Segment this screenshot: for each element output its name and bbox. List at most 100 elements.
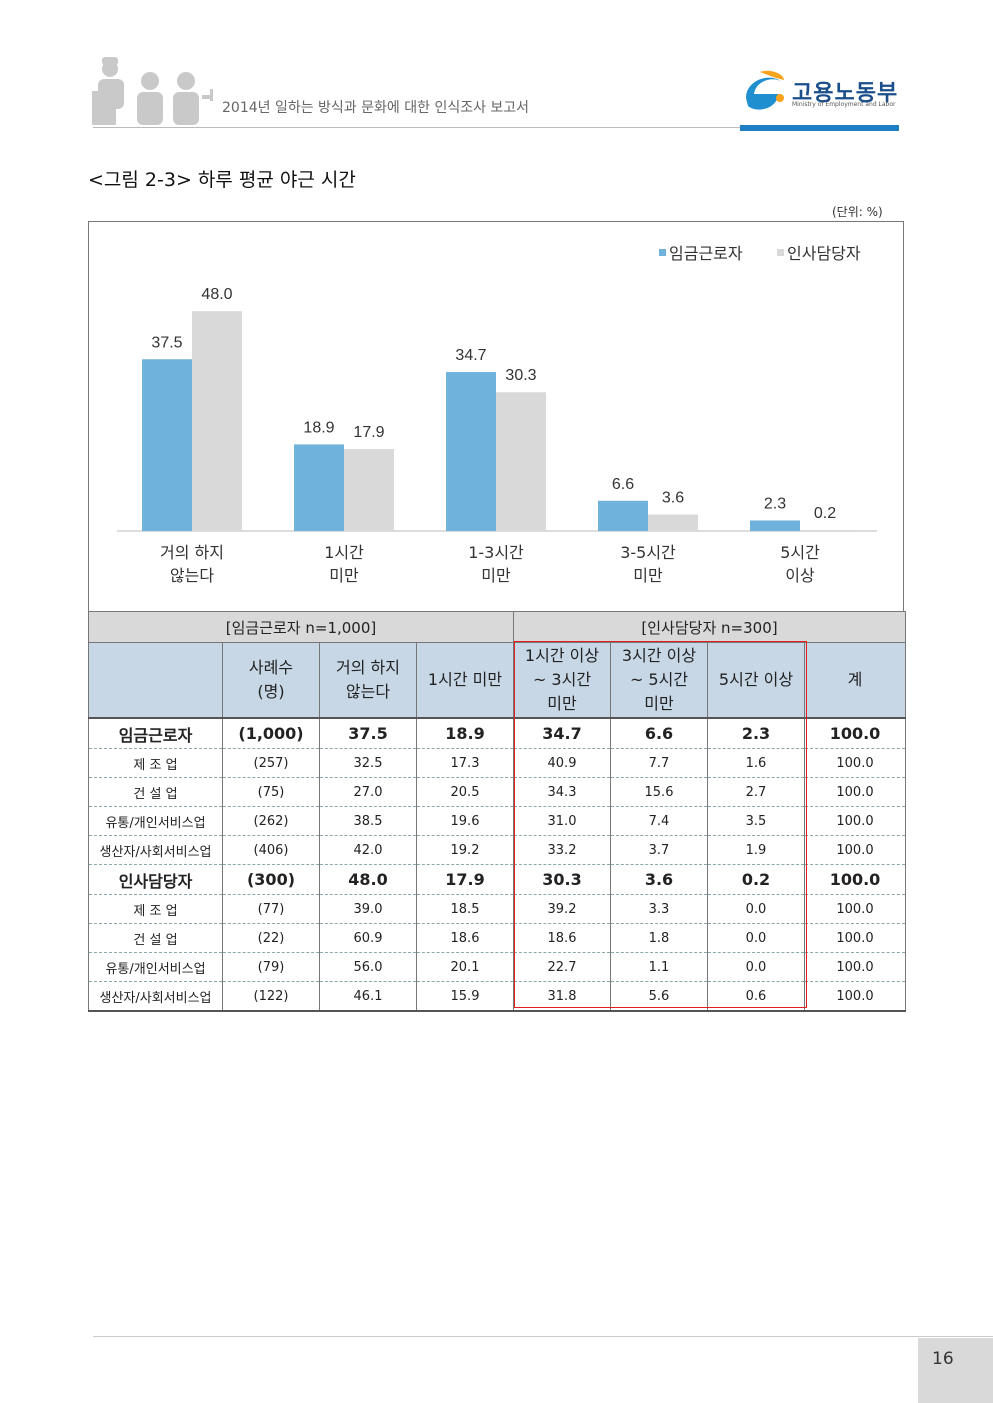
category-label: 1시간 bbox=[324, 543, 364, 562]
bar-value-label: 34.7 bbox=[455, 347, 486, 364]
table-cell: 19.6 bbox=[416, 806, 514, 836]
bar bbox=[294, 444, 344, 531]
chart-frame: 37.5 48.0 거의 하지 않는다 18.9 17.9 1시간 미만 34.7 30.3 1-3… bbox=[88, 221, 904, 613]
table-cell: 48.0 bbox=[319, 864, 417, 895]
page-number-box bbox=[918, 1338, 993, 1403]
data-table: [임금근로자 n=1,000] [인사담당자 n=300] 사례수 (명) 거의 하… bbox=[88, 611, 906, 1012]
group-label-workers: [임금근로자 n=1,000] bbox=[88, 611, 514, 643]
header-line: 사례수 bbox=[248, 658, 294, 677]
row-label: 유통/개인서비스업 bbox=[88, 952, 223, 982]
bar bbox=[192, 311, 242, 531]
table-row: 생산자/사회서비스업 (122) 46.1 15.9 31.8 5.6 0.6 100.0 bbox=[88, 981, 906, 1012]
table-cell: 100.0 bbox=[804, 981, 906, 1012]
header-line: 3시간 이상 bbox=[621, 646, 697, 665]
header-cell: 1시간 미만 bbox=[416, 642, 514, 719]
table-cell: 7.4 bbox=[610, 806, 708, 836]
table-cell: 33.2 bbox=[513, 835, 611, 865]
row-label: 유통/개인서비스업 bbox=[88, 806, 223, 836]
group-label-hr: [인사담당자 n=300] bbox=[513, 611, 906, 643]
table-cell: 31.0 bbox=[513, 806, 611, 836]
table-cell: (79) bbox=[222, 952, 320, 982]
header-line: 미만 bbox=[644, 694, 674, 713]
table-cell: 17.9 bbox=[416, 864, 514, 895]
row-label: 건 설 업 bbox=[88, 777, 223, 807]
category-label: 않는다 bbox=[170, 566, 214, 585]
table-cell: 1.6 bbox=[707, 748, 805, 778]
bar-value-label: 3.6 bbox=[662, 490, 684, 507]
table-cell: 30.3 bbox=[513, 864, 611, 895]
table-cell: 0.0 bbox=[707, 894, 805, 924]
category-label: 미만 bbox=[481, 566, 511, 585]
header-line: 1시간 이상 bbox=[524, 646, 600, 665]
table-cell: 1.8 bbox=[610, 923, 708, 953]
ministry-logo-icon bbox=[746, 70, 784, 110]
table-cell: 38.5 bbox=[319, 806, 417, 836]
legend-label: 인사담당자 bbox=[787, 244, 861, 263]
category-label: 이상 bbox=[785, 566, 815, 585]
table-cell: 100.0 bbox=[804, 952, 906, 982]
table-cell: 40.9 bbox=[513, 748, 611, 778]
bar bbox=[496, 392, 546, 531]
table-cell: 100.0 bbox=[804, 806, 906, 836]
figure-title: <그림 2-3> 하루 평균 야근 시간 bbox=[88, 169, 356, 191]
row-label: 인사담당자 bbox=[88, 864, 223, 895]
table-cell: 39.0 bbox=[319, 894, 417, 924]
table-cell: 18.6 bbox=[416, 923, 514, 953]
table-cell: 7.7 bbox=[610, 748, 708, 778]
legend-swatch bbox=[777, 249, 784, 256]
table-cell: 18.9 bbox=[416, 718, 514, 749]
table-row: 제 조 업 (257) 32.5 17.3 40.9 7.7 1.6 100.0 bbox=[88, 748, 906, 778]
table-cell: 0.0 bbox=[707, 923, 805, 953]
bar bbox=[344, 449, 394, 531]
bar bbox=[598, 500, 648, 531]
table-row: 임금근로자 (1,000) 37.5 18.9 34.7 6.6 2.3 100.0 bbox=[88, 718, 906, 749]
row-label: 제 조 업 bbox=[88, 894, 223, 924]
table-cell: (77) bbox=[222, 894, 320, 924]
bar-value-label: 48.0 bbox=[201, 286, 232, 303]
table-group-row: [임금근로자 n=1,000] [인사담당자 n=300] bbox=[88, 611, 906, 643]
row-label: 건 설 업 bbox=[88, 923, 223, 953]
table-cell: 39.2 bbox=[513, 894, 611, 924]
category-label: 3-5시간 bbox=[620, 543, 676, 562]
table-cell: (1,000) bbox=[222, 718, 320, 749]
category-label: 미만 bbox=[329, 566, 359, 585]
table-cell: 100.0 bbox=[804, 864, 906, 895]
bar-value-label: 30.3 bbox=[505, 367, 536, 384]
table-cell: (75) bbox=[222, 777, 320, 807]
table-cell: 42.0 bbox=[319, 835, 417, 865]
table-cell: (262) bbox=[222, 806, 320, 836]
table-cell: 37.5 bbox=[319, 718, 417, 749]
header-line: 미만 bbox=[547, 694, 577, 713]
category-label: 1-3시간 bbox=[468, 543, 524, 562]
table-cell: 1.9 bbox=[707, 835, 805, 865]
unit-note: (단위: %) bbox=[832, 205, 883, 219]
header-line: 않는다 bbox=[345, 682, 391, 701]
table-cell: 56.0 bbox=[319, 952, 417, 982]
table-row: 제 조 업 (77) 39.0 18.5 39.2 3.3 0.0 100.0 bbox=[88, 894, 906, 924]
header-cell bbox=[88, 642, 223, 719]
table-cell: 46.1 bbox=[319, 981, 417, 1012]
header-line: ~ 3시간 bbox=[532, 670, 592, 689]
table-cell: 3.7 bbox=[610, 835, 708, 865]
table-row: 생산자/사회서비스업 (406) 42.0 19.2 33.2 3.7 1.9 100.0 bbox=[88, 835, 906, 865]
table-cell: 18.6 bbox=[513, 923, 611, 953]
row-label: 생산자/사회서비스업 bbox=[88, 981, 223, 1012]
table-cell: 3.3 bbox=[610, 894, 708, 924]
bar bbox=[142, 359, 192, 531]
table-cell: 60.9 bbox=[319, 923, 417, 953]
legend-swatch bbox=[659, 249, 666, 256]
bar bbox=[750, 520, 800, 531]
table-cell: 100.0 bbox=[804, 923, 906, 953]
category-label: 5시간 bbox=[780, 543, 820, 562]
row-label: 임금근로자 bbox=[88, 718, 223, 749]
table-cell: 31.8 bbox=[513, 981, 611, 1012]
row-label: 생산자/사회서비스업 bbox=[88, 835, 223, 865]
table-cell: 100.0 bbox=[804, 718, 906, 749]
table-cell: 0.6 bbox=[707, 981, 805, 1012]
table-cell: 100.0 bbox=[804, 894, 906, 924]
bar-value-label: 17.9 bbox=[353, 424, 384, 441]
bar-value-label: 2.3 bbox=[764, 495, 786, 512]
data-table-wrap: [임금근로자 n=1,000] [인사담당자 n=300] 사례수 (명) 거의 하… bbox=[88, 611, 906, 1012]
report-title: 2014년 일하는 방식과 문화에 대한 인식조사 보고서 bbox=[222, 100, 530, 116]
table-cell: 3.5 bbox=[707, 806, 805, 836]
